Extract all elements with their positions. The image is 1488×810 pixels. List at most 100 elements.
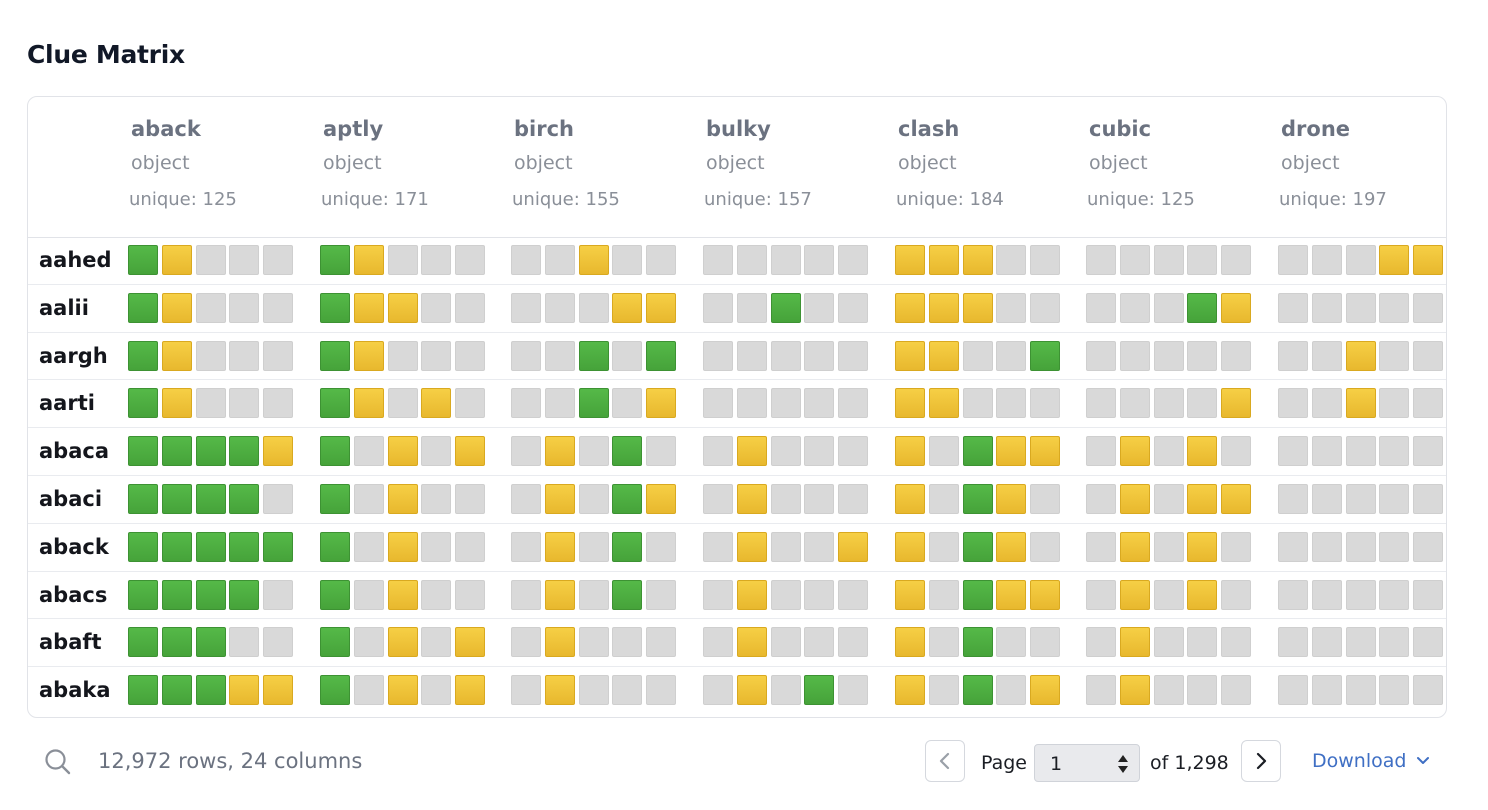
gray-square xyxy=(1119,340,1150,371)
gray-square xyxy=(1379,340,1410,371)
gray-square xyxy=(928,531,959,562)
gray-square xyxy=(195,292,226,323)
gray-square xyxy=(1153,388,1184,419)
column-header-drone[interactable]: drone object unique: 197 xyxy=(1278,97,1446,237)
green-square xyxy=(161,436,192,467)
yellow-square xyxy=(996,483,1027,514)
green-square xyxy=(128,627,158,658)
page-number-select[interactable]: 1 xyxy=(1034,744,1140,782)
previous-page-button[interactable] xyxy=(925,740,965,782)
gray-square xyxy=(578,531,609,562)
column-type: object xyxy=(131,152,190,174)
yellow-square xyxy=(1221,292,1252,323)
column-header-clash[interactable]: clash object unique: 184 xyxy=(895,97,1085,237)
gray-square xyxy=(263,627,294,658)
yellow-square xyxy=(996,579,1027,610)
gray-square xyxy=(770,531,801,562)
gray-square xyxy=(804,340,835,371)
gray-square xyxy=(455,292,486,323)
gray-square xyxy=(1221,436,1252,467)
gray-square xyxy=(962,340,993,371)
column-header-aptly[interactable]: aptly object unique: 171 xyxy=(320,97,510,237)
gray-square xyxy=(928,579,959,610)
gray-square xyxy=(1221,579,1252,610)
green-square xyxy=(128,483,158,514)
gray-square xyxy=(578,579,609,610)
gray-square xyxy=(646,436,677,467)
yellow-square xyxy=(387,627,418,658)
gray-square xyxy=(646,245,677,275)
gray-square xyxy=(1278,388,1308,419)
gray-square xyxy=(511,388,541,419)
gray-square xyxy=(736,388,767,419)
gray-square xyxy=(1278,531,1308,562)
gray-square xyxy=(928,627,959,658)
gray-square xyxy=(387,245,418,275)
gray-square xyxy=(1278,245,1308,275)
yellow-square xyxy=(455,436,486,467)
green-square xyxy=(320,675,350,706)
column-header-aback[interactable]: aback object unique: 125 xyxy=(128,97,318,237)
gray-square xyxy=(928,675,959,706)
gray-square xyxy=(511,627,541,658)
gray-square xyxy=(1345,245,1376,275)
gray-square xyxy=(511,483,541,514)
green-square xyxy=(229,579,260,610)
table-row: aalii xyxy=(28,285,1446,333)
yellow-square xyxy=(895,579,925,610)
chevron-right-icon xyxy=(1256,752,1267,770)
table-row: abacs xyxy=(28,572,1446,620)
gray-square xyxy=(703,388,733,419)
gray-square xyxy=(996,292,1027,323)
column-type: object xyxy=(706,152,765,174)
gray-square xyxy=(646,579,677,610)
gray-square xyxy=(353,579,384,610)
gray-square xyxy=(703,436,733,467)
gray-square xyxy=(928,436,959,467)
row-label: abaft xyxy=(39,630,102,655)
green-square xyxy=(128,292,158,323)
yellow-square xyxy=(895,340,925,371)
column-unique-count: unique: 155 xyxy=(512,189,620,210)
gray-square xyxy=(1345,483,1376,514)
yellow-square xyxy=(646,292,677,323)
gray-square xyxy=(1379,292,1410,323)
column-header-cubic[interactable]: cubic object unique: 125 xyxy=(1086,97,1276,237)
download-button[interactable]: Download xyxy=(1312,750,1430,772)
yellow-square xyxy=(455,675,486,706)
next-page-button[interactable] xyxy=(1241,740,1281,782)
gray-square xyxy=(1311,675,1342,706)
column-header-bulky[interactable]: bulky object unique: 157 xyxy=(703,97,893,237)
gray-square xyxy=(1345,675,1376,706)
gray-square xyxy=(544,292,575,323)
yellow-square xyxy=(353,388,384,419)
gray-square xyxy=(1221,627,1252,658)
gray-square xyxy=(996,245,1027,275)
green-square xyxy=(646,340,677,371)
gray-square xyxy=(646,627,677,658)
row-label: aargh xyxy=(39,343,108,368)
gray-square xyxy=(962,388,993,419)
gray-square xyxy=(544,388,575,419)
gray-square xyxy=(703,579,733,610)
gray-square xyxy=(229,340,260,371)
yellow-square xyxy=(263,436,294,467)
table-row: abaci xyxy=(28,476,1446,524)
search-icon[interactable] xyxy=(44,748,72,776)
gray-square xyxy=(263,340,294,371)
gray-square xyxy=(1030,292,1061,323)
yellow-square xyxy=(161,292,192,323)
yellow-square xyxy=(387,675,418,706)
table-row: aarti xyxy=(28,380,1446,429)
gray-square xyxy=(511,292,541,323)
gray-square xyxy=(996,340,1027,371)
yellow-square xyxy=(1030,436,1061,467)
gray-square xyxy=(1311,627,1342,658)
table-body: aahed aalii aargh aarti abaca abaci aback abacs… xyxy=(28,237,1446,714)
clue-matrix-table: aback object unique: 125 aptly object unique:… xyxy=(27,96,1447,718)
gray-square xyxy=(511,675,541,706)
yellow-square xyxy=(895,531,925,562)
column-header-birch[interactable]: birch object unique: 155 xyxy=(511,97,701,237)
yellow-square xyxy=(646,388,677,419)
gray-square xyxy=(195,245,226,275)
